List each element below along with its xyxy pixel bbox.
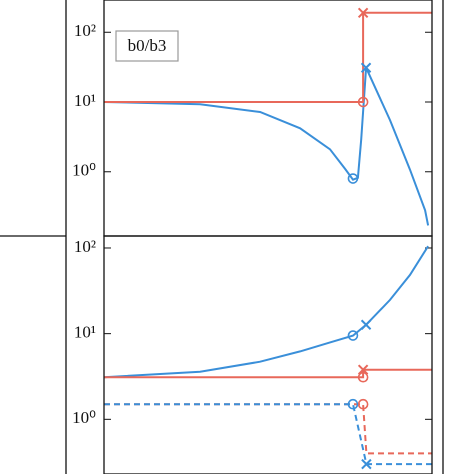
cross-marker bbox=[357, 7, 369, 19]
circle-marker bbox=[347, 398, 359, 410]
annotation-box bbox=[115, 30, 179, 62]
y-tick-label: 10⁰ bbox=[72, 161, 96, 180]
annotation: b0/b3 bbox=[128, 36, 167, 55]
cross-marker bbox=[361, 458, 372, 470]
series-line bbox=[104, 11, 432, 103]
cross-marker bbox=[360, 319, 372, 330]
series-line bbox=[104, 403, 432, 455]
cross-marker bbox=[357, 364, 369, 375]
series-line bbox=[103, 67, 430, 226]
neighbor-axes bbox=[0, 0, 444, 474]
circle-marker bbox=[357, 398, 369, 410]
circle-marker bbox=[347, 330, 359, 341]
y-tick-label: 10¹ bbox=[74, 323, 96, 342]
circle-marker bbox=[357, 371, 369, 383]
series-line bbox=[103, 245, 429, 379]
panel-frame bbox=[103, 235, 433, 474]
series-line bbox=[104, 403, 432, 466]
cross-marker bbox=[360, 62, 372, 73]
circle-marker bbox=[347, 173, 359, 184]
y-tick-label: 10² bbox=[74, 237, 96, 256]
y-tick-label: 10⁰ bbox=[72, 408, 96, 427]
y-tick-label: 10¹ bbox=[74, 91, 96, 110]
circle-marker bbox=[357, 96, 369, 108]
y-tick-label: 10² bbox=[74, 21, 96, 40]
